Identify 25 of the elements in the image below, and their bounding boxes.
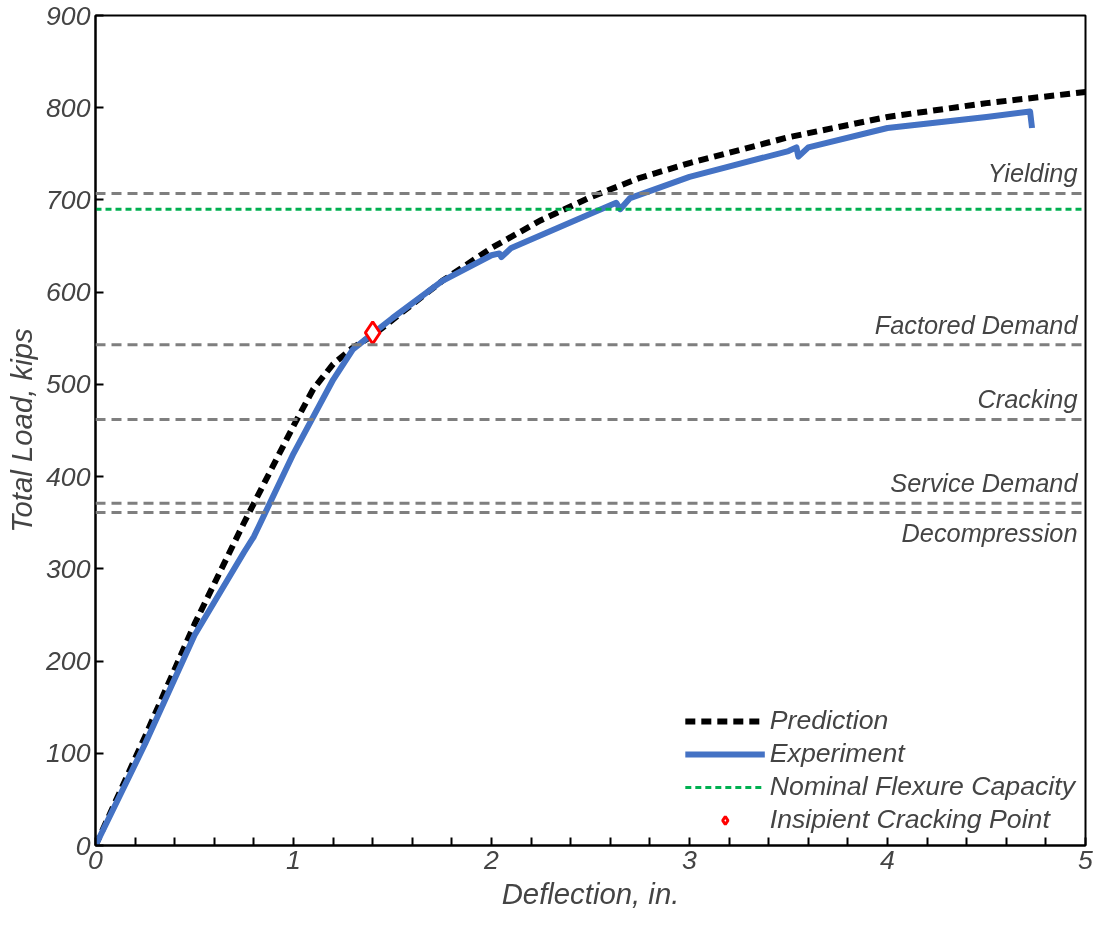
y-tick-label: 600 (46, 277, 91, 308)
y-tick-label: 500 (46, 369, 91, 400)
y-tick-label: 200 (45, 646, 91, 677)
legend-label: Prediction (769, 705, 889, 736)
ref-line-label: Service Demand (890, 469, 1079, 498)
legend-label: Nominal Flexure Capacity (769, 771, 1075, 802)
ref-line-label: Yielding (987, 159, 1078, 188)
ref-line-label: Cracking (977, 385, 1078, 414)
y-tick-label: 700 (46, 184, 91, 215)
y-axis-title: Total Load, kips (5, 327, 39, 533)
y-tick-label: 300 (46, 553, 91, 584)
x-tick-label: 5 (1078, 844, 1094, 875)
y-tick-label: 900 (46, 0, 91, 31)
ref-line-label: Decompression (901, 518, 1078, 547)
y-tick-label: 100 (46, 738, 91, 769)
x-tick-label: 3 (682, 844, 698, 875)
x-tick-label: 2 (483, 844, 500, 875)
ref-line-label: Factored Demand (874, 310, 1079, 339)
legend-label: Experiment (769, 738, 905, 769)
y-tick-label: 800 (46, 92, 91, 123)
legend-label: Insipient Cracking Point (769, 804, 1050, 835)
x-tick-label: 4 (880, 844, 895, 875)
y-tick-label: 400 (46, 461, 91, 492)
x-tick-label: 1 (286, 844, 301, 875)
x-axis-title: Deflection, in. (501, 876, 680, 910)
